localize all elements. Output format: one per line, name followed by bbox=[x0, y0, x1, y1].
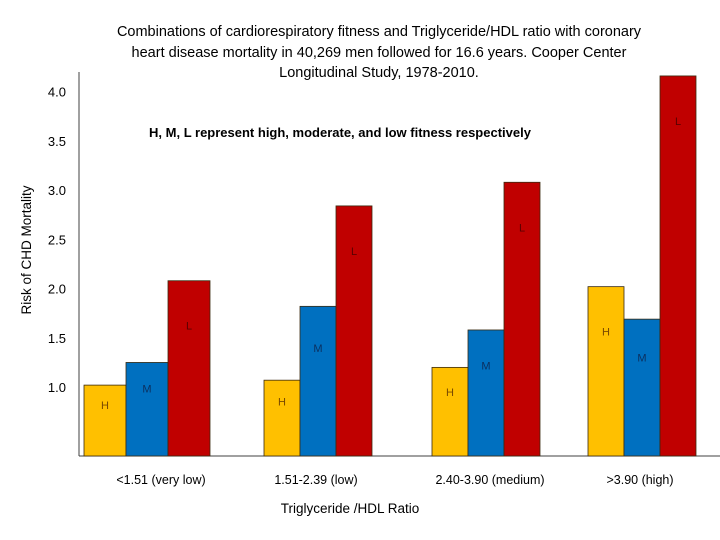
bar-label: M bbox=[637, 352, 646, 364]
x-tick-labels: <1.51 (very low) 1.51-2.39 (low) 2.40-3.90… bbox=[116, 473, 673, 487]
chart-title: Combinations of cardiorespiratory fitnes… bbox=[117, 24, 642, 81]
y-tick-label: 2.0 bbox=[48, 282, 66, 297]
bar-l-1 bbox=[167, 280, 211, 457]
y-tick-label: 1.0 bbox=[48, 380, 66, 395]
bar-label: L bbox=[519, 222, 525, 234]
bar-label: H bbox=[602, 327, 610, 339]
title-line-2: heart disease mortality in 40,269 men fo… bbox=[132, 45, 627, 61]
bar-label: L bbox=[675, 116, 681, 128]
bar-label: H bbox=[278, 396, 286, 408]
bar-label: M bbox=[313, 343, 322, 355]
bar-m-2 bbox=[299, 305, 337, 457]
bar-m-3 bbox=[467, 329, 505, 457]
x-tick-label: 1.51-2.39 (low) bbox=[274, 473, 357, 487]
bar-l-4 bbox=[659, 75, 697, 457]
bar-label: L bbox=[186, 321, 192, 333]
y-tick-label: 4.0 bbox=[48, 85, 66, 100]
y-tick-labels: 1.0 1.5 2.0 2.5 3.0 3.5 4.0 bbox=[48, 85, 66, 395]
y-axis-label: Risk of CHD Mortality bbox=[19, 185, 34, 314]
x-tick-label: >3.90 (high) bbox=[606, 473, 673, 487]
bars: H M L H M L H M L H M L bbox=[83, 75, 697, 457]
fitness-annotation: H, M, L represent high, moderate, and lo… bbox=[149, 125, 532, 140]
bar-label: H bbox=[446, 387, 454, 399]
x-axis-label: Triglyceride /HDL Ratio bbox=[281, 501, 420, 516]
x-tick-label: 2.40-3.90 (medium) bbox=[435, 473, 544, 487]
y-tick-label: 1.5 bbox=[48, 331, 66, 346]
bar-h-1 bbox=[83, 384, 127, 457]
bar-label: L bbox=[351, 246, 357, 258]
bar-h-3 bbox=[431, 366, 469, 457]
y-tick-label: 2.5 bbox=[48, 232, 66, 247]
bar-h-4 bbox=[587, 286, 625, 457]
bar-label: M bbox=[481, 360, 490, 372]
y-tick-label: 3.0 bbox=[48, 183, 66, 198]
bar-h-2 bbox=[263, 379, 301, 457]
title-line-1: Combinations of cardiorespiratory fitnes… bbox=[117, 24, 642, 40]
bar-m-4 bbox=[623, 318, 661, 457]
bar-l-2 bbox=[335, 205, 373, 457]
x-tick-label: <1.51 (very low) bbox=[116, 473, 205, 487]
bar-label: H bbox=[101, 400, 109, 412]
title-line-3: Longitudinal Study, 1978-2010. bbox=[279, 65, 479, 81]
y-tick-label: 3.5 bbox=[48, 134, 66, 149]
bar-m-1 bbox=[125, 362, 169, 457]
bar-label: M bbox=[142, 384, 151, 396]
bar-l-3 bbox=[503, 181, 541, 457]
